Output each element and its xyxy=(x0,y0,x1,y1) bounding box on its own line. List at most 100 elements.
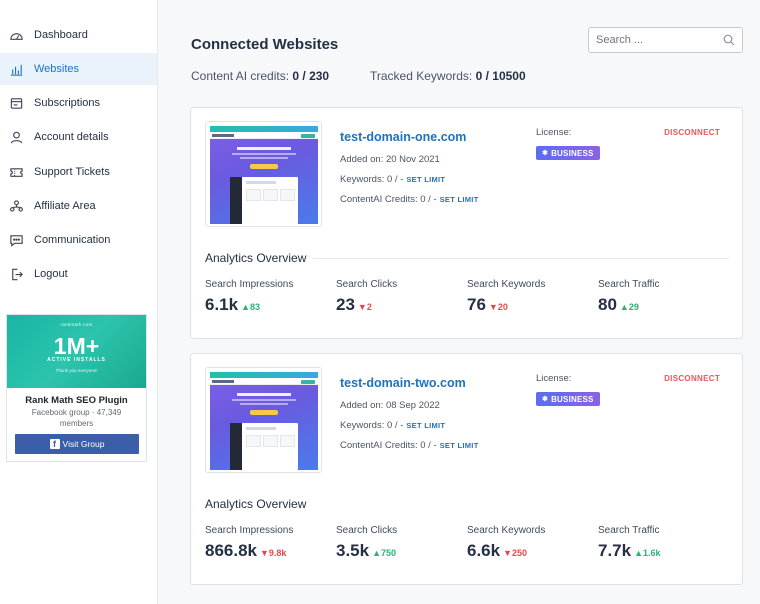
visit-group-button[interactable]: f Visit Group xyxy=(15,434,139,454)
stat-search-impressions: Search Impressions 6.1k ▲83 xyxy=(205,279,293,315)
website-domain-link[interactable]: test-domain-one.com xyxy=(340,130,467,144)
content-ai-credits-value: 0 / 230 xyxy=(292,69,330,83)
stat-value: 866.8k xyxy=(205,541,257,560)
sidebar-item-label: Websites xyxy=(34,63,80,75)
sidebar-item-affiliate-area[interactable]: Affiliate Area xyxy=(0,190,157,222)
sidebar-item-label: Subscriptions xyxy=(34,97,101,109)
search-icon[interactable] xyxy=(723,34,735,46)
sidebar-item-communication[interactable]: Communication xyxy=(0,224,157,256)
stat-delta-down: ▼9.8k xyxy=(260,548,287,558)
website-card: test-domain-two.com Added on: 08 Sep 202… xyxy=(190,353,743,585)
license-badge: ✱ BUSINESS xyxy=(536,392,600,406)
keywords-limit: Keywords: 0 / - SET LIMIT xyxy=(340,420,445,431)
contentai-limit-text: ContentAI Credits: 0 / - xyxy=(340,440,437,451)
stat-delta-up: ▲750 xyxy=(372,548,397,558)
stat-search-impressions: Search Impressions 866.8k ▼9.8k xyxy=(205,525,293,561)
promo-thanks: Thank you everyone! xyxy=(55,368,98,373)
stat-search-traffic: Search Traffic 7.7k ▲1.6k xyxy=(598,525,661,561)
logout-icon xyxy=(8,266,24,282)
set-limit-link[interactable]: SET LIMIT xyxy=(439,441,479,450)
promo-installs-count: 1M+ xyxy=(53,333,100,359)
star-icon: ✱ xyxy=(542,150,549,157)
tracked-keywords: Tracked Keywords: 0 / 10500 xyxy=(370,69,526,83)
sidebar-item-label: Affiliate Area xyxy=(34,200,96,212)
stat-value: 6.1k xyxy=(205,295,239,314)
search-input[interactable] xyxy=(596,34,723,46)
set-limit-link[interactable]: SET LIMIT xyxy=(439,195,479,204)
website-thumbnail xyxy=(205,121,322,227)
dashboard-icon xyxy=(8,27,24,43)
license-label: License: xyxy=(536,127,572,138)
stat-search-keywords: Search Keywords 6.6k ▼250 xyxy=(467,525,545,561)
set-limit-link[interactable]: SET LIMIT xyxy=(406,421,446,430)
disconnect-button[interactable]: DISCONNECT xyxy=(664,374,720,383)
sidebar-item-dashboard[interactable]: Dashboard xyxy=(0,19,157,51)
chat-bubble-icon xyxy=(8,232,24,248)
account-user-icon xyxy=(8,129,24,145)
stat-delta-up: ▲1.6k xyxy=(634,548,661,558)
keywords-limit: Keywords: 0 / - SET LIMIT xyxy=(340,174,445,185)
added-on: Added on: 20 Nov 2021 xyxy=(340,154,440,165)
keywords-limit-text: Keywords: 0 / - xyxy=(340,420,404,431)
stat-value: 7.7k xyxy=(598,541,632,560)
sidebar-item-logout[interactable]: Logout xyxy=(0,258,157,290)
facebook-group-promo: rankmath.com 1M+ ACTIVE INSTALLS Thank y… xyxy=(6,314,147,462)
stat-search-keywords: Search Keywords 76 ▼20 xyxy=(467,279,545,315)
stat-value: 80 xyxy=(598,295,617,314)
contentai-limit-text: ContentAI Credits: 0 / - xyxy=(340,194,437,205)
stat-value: 23 xyxy=(336,295,355,314)
star-icon: ✱ xyxy=(542,396,549,403)
contentai-limit: ContentAI Credits: 0 / - SET LIMIT xyxy=(340,194,479,205)
stat-value: 76 xyxy=(467,295,486,314)
keywords-limit-text: Keywords: 0 / - xyxy=(340,174,404,185)
license-badge-text: BUSINESS xyxy=(551,148,594,158)
stat-label: Search Keywords xyxy=(467,525,546,536)
license-badge-text: BUSINESS xyxy=(551,394,594,404)
promo-banner: rankmath.com 1M+ ACTIVE INSTALLS Thank y… xyxy=(7,315,146,388)
sidebar-item-subscriptions[interactable]: Subscriptions xyxy=(0,87,157,119)
sidebar-item-account-details[interactable]: Account details xyxy=(0,121,157,153)
website-thumbnail xyxy=(205,367,322,473)
divider xyxy=(205,258,729,259)
stat-delta-up: ▲29 xyxy=(619,302,639,312)
disconnect-button[interactable]: DISCONNECT xyxy=(664,128,720,137)
promo-meta: Facebook group · 47,349 members xyxy=(31,408,122,428)
added-on: Added on: 08 Sep 2022 xyxy=(340,400,440,411)
website-domain-link[interactable]: test-domain-two.com xyxy=(340,376,466,390)
page-title: Connected Websites xyxy=(191,36,339,53)
stat-label: Search Traffic xyxy=(598,525,660,536)
sidebar-item-label: Communication xyxy=(34,234,111,246)
stat-value: 3.5k xyxy=(336,541,370,560)
contentai-limit: ContentAI Credits: 0 / - SET LIMIT xyxy=(340,440,479,451)
stat-label: Search Impressions xyxy=(205,279,294,290)
stat-delta-down: ▼2 xyxy=(357,302,372,312)
content-ai-credits-label: Content AI credits: xyxy=(191,69,290,83)
sidebar-item-websites[interactable]: Websites xyxy=(0,53,157,85)
sidebar-item-label: Support Tickets xyxy=(34,166,110,178)
stat-value: 6.6k xyxy=(467,541,501,560)
content-ai-credits: Content AI credits: 0 / 230 xyxy=(191,69,329,83)
stat-delta-up: ▲83 xyxy=(241,302,261,312)
stat-delta-down: ▼20 xyxy=(488,302,508,312)
promo-title: Rank Math SEO Plugin xyxy=(25,395,128,406)
sidebar-item-support-tickets[interactable]: Support Tickets xyxy=(0,156,157,188)
sidebar: Dashboard Websites Subscriptions Account… xyxy=(0,0,158,604)
affiliate-icon xyxy=(8,198,24,214)
tracked-keywords-label: Tracked Keywords: xyxy=(370,69,473,83)
stat-label: Search Impressions xyxy=(205,525,294,536)
license-label: License: xyxy=(536,373,572,384)
analytics-overview-title: Analytics Overview xyxy=(205,251,313,265)
stat-search-traffic: Search Traffic 80 ▲29 xyxy=(598,279,660,315)
subscriptions-icon xyxy=(8,95,24,111)
stat-search-clicks: Search Clicks 23 ▼2 xyxy=(336,279,397,315)
websites-chart-icon xyxy=(8,61,24,77)
analytics-overview-title: Analytics Overview xyxy=(205,497,307,511)
stat-label: Search Traffic xyxy=(598,279,660,290)
set-limit-link[interactable]: SET LIMIT xyxy=(406,175,446,184)
stat-delta-down: ▼250 xyxy=(503,548,528,558)
search-box[interactable] xyxy=(588,27,743,53)
license-badge: ✱ BUSINESS xyxy=(536,146,600,160)
facebook-icon: f xyxy=(49,439,60,449)
stat-label: Search Clicks xyxy=(336,525,398,536)
stat-label: Search Clicks xyxy=(336,279,398,290)
